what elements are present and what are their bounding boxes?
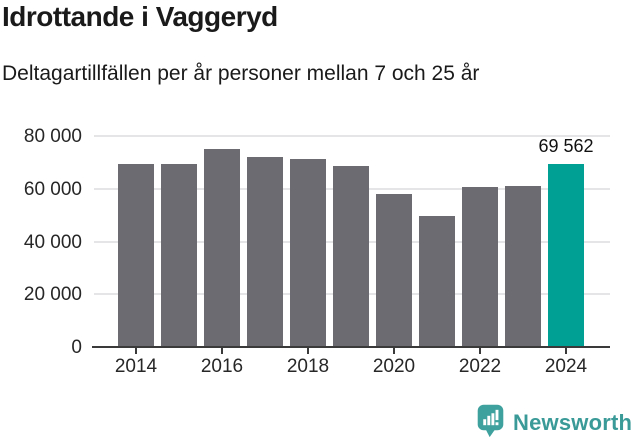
x-tick-2016 bbox=[221, 348, 223, 354]
y-axis-label-60000: 60 000 bbox=[23, 178, 82, 200]
page-title: Idrottande i Vaggeryd bbox=[2, 1, 278, 32]
bar-2016 bbox=[204, 149, 240, 347]
highlight-value-label: 69 562 bbox=[538, 136, 594, 156]
newsworthy-chart-bubble-icon bbox=[476, 403, 505, 439]
bar-2017 bbox=[247, 157, 283, 347]
x-axis-label-2018: 2018 bbox=[286, 356, 330, 377]
bar-2020 bbox=[376, 194, 412, 347]
x-tick-2018 bbox=[307, 348, 309, 354]
bar-2021 bbox=[419, 216, 455, 347]
brand-name: Newsworthy bbox=[513, 410, 631, 435]
bar-2019 bbox=[333, 166, 369, 347]
x-tick-2020 bbox=[393, 348, 395, 354]
x-axis-label-2020: 2020 bbox=[372, 356, 416, 377]
page-subtitle: Deltagartillfällen per år personer mella… bbox=[2, 62, 480, 85]
y-axis-label-20000: 20 000 bbox=[23, 284, 82, 306]
bar-2022 bbox=[462, 187, 498, 347]
bar-2015 bbox=[161, 164, 197, 347]
bar-2023 bbox=[505, 186, 541, 347]
y-axis-label-40000: 40 000 bbox=[23, 231, 82, 253]
brand-footer: Newsworthy bbox=[476, 403, 631, 439]
y-axis-label-80000: 80 000 bbox=[23, 126, 82, 147]
x-tick-2022 bbox=[479, 348, 481, 354]
x-tick-2024 bbox=[565, 348, 567, 354]
x-axis-line bbox=[92, 346, 610, 348]
gridline-80000 bbox=[94, 135, 610, 137]
x-axis-label-2016: 2016 bbox=[200, 356, 244, 377]
bar-2018 bbox=[290, 159, 326, 347]
x-axis-label-2024: 2024 bbox=[544, 356, 588, 377]
y-axis-label-0: 0 bbox=[71, 337, 82, 358]
bar-2014 bbox=[118, 164, 154, 347]
x-tick-2014 bbox=[135, 348, 137, 354]
x-axis-label-2022: 2022 bbox=[458, 356, 502, 377]
x-axis-label-2014: 2014 bbox=[114, 356, 158, 377]
bar-2024 bbox=[548, 164, 584, 347]
